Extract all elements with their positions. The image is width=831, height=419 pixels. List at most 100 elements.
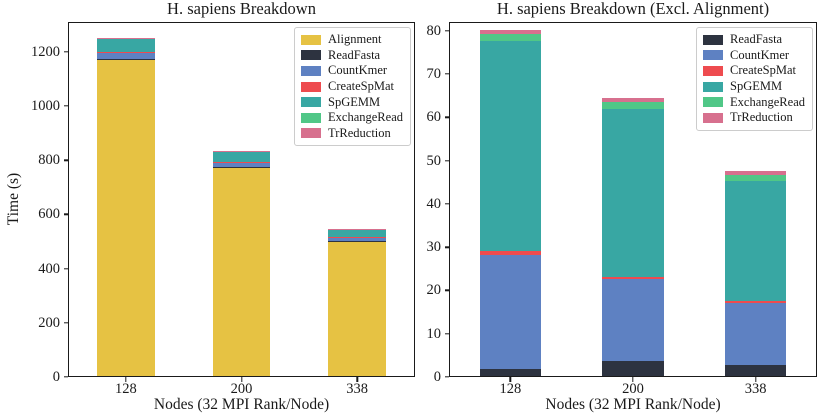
bar-segment-exchangeread — [602, 102, 664, 109]
x-axis-label: Nodes (32 MPI Rank/Node) — [153, 396, 330, 413]
x-tick-label: 338 — [346, 381, 369, 397]
bar-segment-alignment — [96, 59, 155, 377]
y-tick-mark — [444, 289, 449, 292]
legend-item: ReadFasta — [301, 48, 403, 64]
legend-item: CountKmer — [703, 48, 805, 64]
bar-segment-createspmat — [725, 300, 787, 303]
bar-segment-spgemm — [328, 229, 387, 237]
legend-swatch-icon — [301, 97, 322, 108]
y-tick-mark — [444, 333, 449, 335]
legend-label: CreateSpMat — [730, 63, 796, 78]
legend-item: CreateSpMat — [703, 63, 805, 79]
legend-label: TrReduction — [328, 125, 391, 140]
legend-item: ReadFasta — [703, 32, 805, 48]
bar-segment-spgemm — [602, 108, 664, 277]
bar-segment-spgemm — [725, 180, 787, 301]
y-tick-mark — [444, 159, 449, 162]
legend-label: SpGEMM — [328, 94, 381, 109]
y-tick-label: 600 — [38, 206, 60, 223]
legend-label: SpGEMM — [730, 79, 783, 94]
legend-swatch-icon — [301, 50, 322, 61]
y-tick-label: 1200 — [31, 43, 60, 60]
legend-label: ReadFasta — [730, 32, 783, 47]
y-tick-label: 50 — [426, 152, 442, 169]
legend-swatch-icon — [301, 65, 322, 76]
y-tick-mark — [444, 246, 449, 248]
legend: Alignment ReadFasta CountKmer CreateSpMat Sp… — [294, 27, 411, 147]
chart-title: H. sapiens Breakdown — [167, 0, 316, 18]
x-tick-mark — [240, 377, 243, 382]
y-tick-mark — [63, 159, 68, 161]
bar-segment-exchangeread — [725, 174, 787, 181]
bar-segment-trreduction — [602, 98, 664, 103]
y-tick-label: 80 — [426, 22, 442, 39]
x-tick-mark — [509, 377, 512, 382]
y-tick-mark — [444, 73, 449, 75]
plot-area: 0 200 400 600 800 1000 1200 128 200 338 — [31, 22, 415, 396]
y-tick-label: 400 — [38, 260, 60, 277]
legend-item: CountKmer — [301, 63, 403, 79]
legend: ReadFasta CountKmer CreateSpMat SpGEMM Excha… — [696, 27, 813, 131]
y-tick-mark — [444, 116, 449, 118]
chart-title: H. sapiens Breakdown (Excl. Alignment) — [496, 0, 770, 18]
bar-segment-readfasta — [725, 365, 787, 377]
x-tick-label: 338 — [744, 381, 767, 397]
x-tick-mark — [754, 377, 757, 382]
legend-item: CreateSpMat — [301, 79, 403, 95]
x-tick-mark — [356, 377, 358, 382]
legend-item: SpGEMM — [703, 79, 805, 95]
bar-segment-createspmat — [479, 251, 541, 255]
legend-item: SpGEMM — [301, 94, 403, 110]
legend-label: ExchangeRead — [328, 110, 403, 125]
y-tick-mark — [63, 376, 68, 378]
chart-left: H. sapiens Breakdown 0 200 400 600 800 1000 12… — [31, 0, 415, 413]
x-tick-label: 128 — [114, 381, 137, 397]
plot-area: 0 10 20 30 40 50 60 70 80 128 200 338 — [427, 22, 817, 396]
y-tick-label: 0 — [433, 368, 441, 385]
x-tick-label: 200 — [622, 381, 644, 397]
legend-label: ReadFasta — [328, 47, 381, 62]
x-tick-label: 128 — [499, 381, 522, 397]
bar-segment-countkmer — [212, 162, 271, 168]
bar-segment-spgemm — [479, 41, 541, 252]
legend-swatch-icon — [703, 65, 724, 76]
legend-swatch-icon — [301, 128, 322, 139]
bar-segment-countkmer — [479, 254, 541, 370]
y-tick-label: 0 — [52, 368, 60, 385]
y-tick-mark — [444, 376, 449, 378]
x-tick-mark — [125, 377, 127, 382]
y-tick-label: 60 — [426, 108, 442, 125]
bar-segment-trreduction — [479, 29, 541, 34]
y-tick-label: 40 — [426, 195, 442, 212]
legend-swatch-icon — [703, 81, 724, 92]
y-tick-label: 200 — [38, 314, 60, 331]
x-axis-label: Nodes (32 MPI Rank/Node) — [545, 396, 721, 413]
legend-label: ExchangeRead — [730, 94, 805, 109]
legend-label: CountKmer — [730, 47, 790, 62]
bar-segment-countkmer — [328, 236, 387, 241]
legend-label: Alignment — [328, 32, 382, 47]
bar-segment-spgemm — [212, 151, 271, 163]
legend-swatch-icon — [703, 50, 724, 61]
bar-segment-countkmer — [725, 302, 787, 366]
y-tick-mark — [63, 105, 68, 107]
y-tick-label: 70 — [426, 65, 442, 82]
bar-segment-readfasta — [602, 360, 664, 377]
y-tick-label: 1000 — [31, 97, 60, 114]
x-tick-mark — [632, 377, 634, 382]
bar-segment-countkmer — [96, 52, 155, 60]
y-tick-label: 30 — [426, 238, 442, 255]
legend-swatch-icon — [703, 34, 724, 45]
bar-segment-countkmer — [602, 278, 664, 361]
bar-segment-trreduction — [725, 171, 787, 175]
y-tick-mark — [444, 203, 449, 205]
legend-item: Alignment — [301, 32, 403, 48]
legend-swatch-icon — [703, 97, 724, 108]
y-tick-mark — [63, 213, 68, 216]
legend-item: ExchangeRead — [301, 110, 403, 126]
legend-swatch-icon — [301, 81, 322, 92]
chart-right: H. sapiens Breakdown (Excl. Alignment) 0… — [427, 0, 817, 413]
y-axis-label: Time (s) — [5, 172, 22, 226]
bar-segment-alignment — [328, 241, 387, 377]
